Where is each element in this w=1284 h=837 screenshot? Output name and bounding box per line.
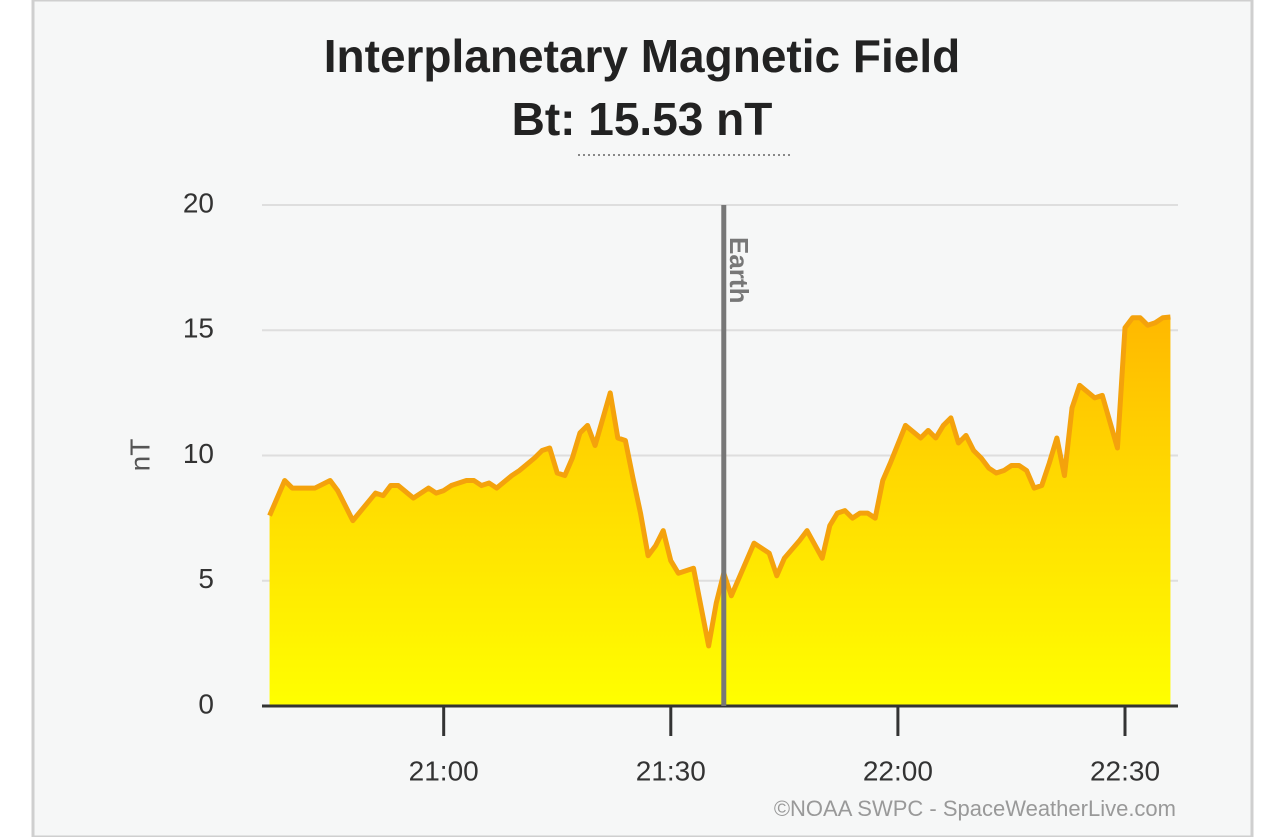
area-fill: [269, 316, 1171, 706]
y-tick-label: 10: [183, 438, 214, 469]
y-tick-label: 20: [183, 187, 214, 218]
area-line: [267, 314, 1171, 649]
x-tick-label: 21:00: [409, 755, 479, 786]
x-tick-label: 21:30: [636, 755, 706, 786]
y-tick-label: 15: [183, 313, 214, 344]
y-tick-label: 5: [198, 563, 214, 594]
earth-label: Earth: [724, 237, 754, 303]
chart-title: Interplanetary Magnetic Field: [324, 30, 960, 82]
y-axis-label: nT: [124, 439, 155, 472]
x-tick-label: 22:00: [863, 755, 933, 786]
credit: ©NOAA SWPC - SpaceWeatherLive.com: [774, 796, 1176, 821]
x-tick-label: 22:30: [1090, 755, 1160, 786]
y-tick-label: 0: [198, 688, 214, 719]
chart-subtitle: Bt: 15.53 nT: [512, 93, 773, 145]
